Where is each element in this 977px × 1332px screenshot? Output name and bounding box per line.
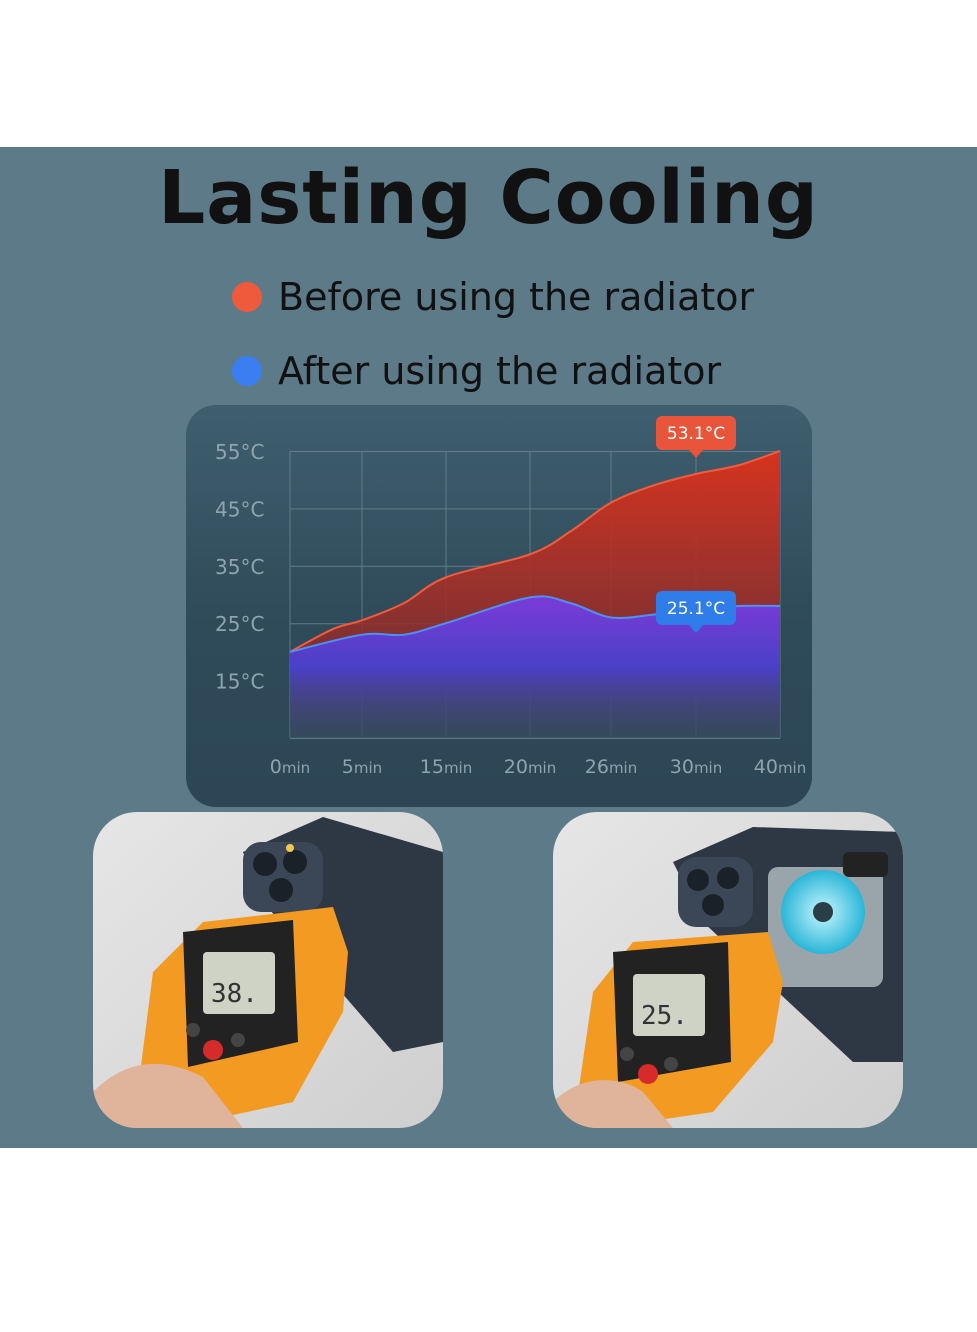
callout-after-box [656, 590, 736, 625]
legend-label-before: Before using the radiator [278, 275, 755, 319]
y-tick-label: 55°C [215, 440, 264, 464]
thermometer-cooler-photo: 25. [553, 812, 903, 1128]
y-tick-label: 35°C [215, 555, 264, 579]
x-tick-label: 26min [585, 756, 637, 778]
x-tick-label: 15min [420, 756, 472, 778]
y-tick-label: 25°C [215, 612, 264, 636]
phone-camera-icon [243, 842, 323, 912]
cooler-fan-icon [768, 852, 888, 987]
y-tick-label: 15°C [215, 670, 264, 694]
photo-before: 38. [93, 812, 443, 1128]
callout-after-label: 25.1°C [667, 599, 725, 619]
legend-label-after: After using the radiator [278, 349, 722, 393]
callout-before-label: 53.1°C [667, 424, 725, 444]
legend-item-after: After using the radiator [232, 349, 721, 393]
x-tick-label: 0min [270, 756, 310, 778]
y-tick-label: 45°C [215, 497, 264, 521]
x-tick-label: 20min [504, 756, 556, 778]
phone-camera-icon [678, 857, 753, 927]
photo-after: 25. [553, 812, 903, 1128]
right-display-text: 25. [641, 1001, 688, 1031]
page-title: Lasting Cooling [158, 155, 819, 241]
legend-dot-after [232, 356, 262, 386]
x-tick-label: 5min [342, 756, 382, 778]
left-display-text: 38. [211, 979, 258, 1009]
legend-item-before: Before using the radiator [232, 275, 754, 319]
thermometer-phone-photo: 38. [93, 812, 443, 1128]
callout-before-pointer [689, 449, 703, 458]
temperature-chart: 55°C 45°C 35°C 25°C 15°C 0min 5min 15min 20min 26… [215, 415, 806, 778]
x-tick-label: 40min [754, 756, 806, 778]
temperature-chart-card: 55°C 45°C 35°C 25°C 15°C 0min 5min 15min 20min 26… [186, 405, 812, 807]
legend-dot-before [232, 282, 262, 312]
callout-before-box [656, 415, 736, 450]
x-tick-label: 30min [670, 756, 722, 778]
series-before-line [289, 450, 781, 653]
series-after-area [290, 596, 780, 738]
callout-after-pointer [689, 624, 703, 633]
